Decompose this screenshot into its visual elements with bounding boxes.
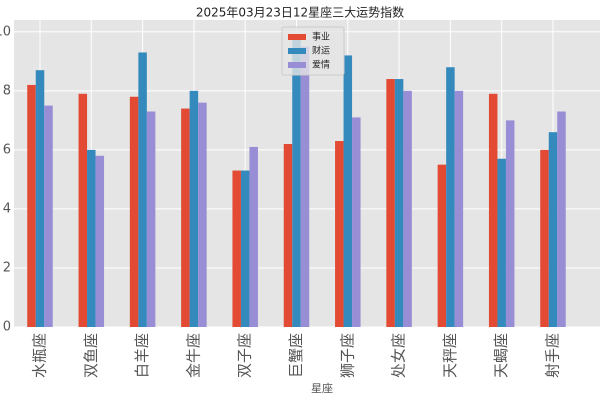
bar	[437, 164, 447, 327]
bar	[283, 143, 293, 327]
bar	[352, 117, 361, 328]
bar	[44, 105, 53, 327]
bar	[446, 67, 455, 327]
bar	[505, 120, 515, 327]
bar	[198, 102, 207, 328]
bar	[343, 55, 353, 328]
bar	[454, 90, 464, 327]
bar	[240, 170, 250, 327]
bar	[292, 34, 301, 328]
bar	[181, 108, 190, 327]
bar	[138, 52, 147, 327]
bar	[540, 149, 549, 327]
x-axis-label: 星座	[311, 381, 333, 395]
legend-swatch	[288, 34, 306, 40]
bar	[249, 146, 258, 327]
bar	[35, 70, 45, 328]
x-tick-label: 水瓶座	[31, 333, 49, 378]
bar	[27, 84, 36, 327]
y-tick-label: 0	[3, 320, 11, 335]
bar	[548, 132, 558, 327]
bar	[335, 141, 344, 327]
bar	[232, 170, 241, 327]
legend-label: 财运	[312, 45, 330, 57]
y-tick-label: 10	[0, 24, 11, 39]
bar	[129, 96, 139, 327]
bar	[146, 111, 156, 327]
legend-label: 爱情	[312, 59, 330, 71]
x-tick-label: 双子座	[236, 333, 254, 378]
bar	[394, 79, 404, 328]
legend-swatch	[288, 62, 306, 68]
chart-title: 2025年03月23日12星座三大运势指数	[196, 5, 404, 20]
bar	[87, 149, 96, 327]
bar	[78, 93, 88, 327]
bar	[300, 46, 310, 327]
x-tick-label: 射手座	[544, 333, 562, 378]
bar	[403, 90, 412, 327]
x-tick-label: 金牛座	[184, 333, 202, 378]
bar	[95, 155, 105, 327]
bar	[189, 90, 199, 327]
y-tick-label: 8	[3, 83, 11, 98]
legend-label: 事业	[312, 31, 330, 43]
x-tick-label: 双鱼座	[82, 333, 100, 378]
legend-swatch	[288, 48, 306, 54]
bar	[557, 111, 566, 327]
x-tick-label: 白羊座	[133, 333, 151, 378]
x-tick-label: 天秤座	[441, 333, 459, 378]
bar	[497, 158, 506, 327]
x-tick-label: 天蝎座	[492, 333, 510, 378]
y-tick-label: 2	[3, 260, 11, 275]
x-tick-label: 狮子座	[338, 333, 356, 378]
y-tick-label: 6	[3, 142, 11, 157]
x-tick-label: 处女座	[390, 333, 408, 378]
bar	[488, 93, 498, 327]
bar	[386, 79, 395, 328]
y-tick-label: 4	[3, 201, 11, 216]
x-tick-label: 巨蟹座	[287, 333, 305, 378]
